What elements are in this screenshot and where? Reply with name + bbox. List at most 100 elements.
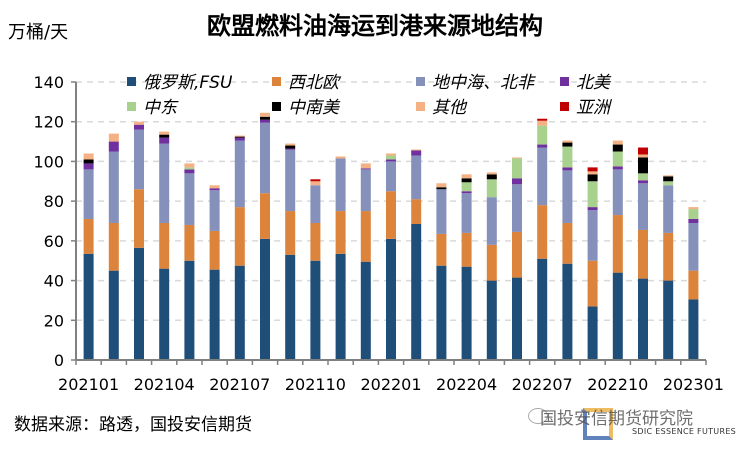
- bar-segment-202107: [234, 207, 245, 266]
- bar-segment-202109: [285, 254, 296, 360]
- bar-segment-202207: [537, 125, 548, 145]
- y-tick-label: 80: [44, 192, 64, 211]
- bar-segment-202301: [688, 207, 699, 210]
- bar-segment-202103: [134, 121, 144, 125]
- bar-segment-202112: [360, 169, 371, 212]
- bar-segment-202207: [537, 144, 548, 148]
- bar-segment-202104: [159, 222, 170, 269]
- x-tick-label: 202207: [512, 375, 573, 394]
- bar-segment-202107: [234, 136, 245, 138]
- bar-segment-202208: [562, 167, 573, 171]
- bar-segment-202101: [83, 219, 94, 254]
- legend-swatch: [416, 77, 425, 86]
- bar-segment-202204: [461, 266, 472, 360]
- bar-segment-202201: [386, 238, 396, 360]
- bar-segment-202202: [411, 223, 422, 360]
- bar-segment-202209: [587, 210, 598, 261]
- bar-segment-202107: [234, 135, 245, 137]
- bar-segment-202101: [83, 159, 94, 164]
- bar-segment-202205: [486, 197, 497, 245]
- watermark-subtext: SDIC ESSENCE FUTURES: [632, 427, 737, 436]
- bar-segment-202105: [184, 163, 195, 168]
- bar-segment-202109: [285, 211, 296, 255]
- bar-segment-202301: [688, 222, 699, 271]
- chart-title: 欧盟燃料油海运到港来源地结构: [207, 11, 543, 40]
- bar-segment-202211: [638, 180, 648, 184]
- bar-segment-202102: [108, 270, 119, 360]
- bar-segment-202104: [159, 131, 170, 135]
- bar-segment-202112: [360, 261, 371, 360]
- bar-segment-202210: [612, 140, 623, 145]
- bar-segment-202111: [335, 158, 346, 212]
- bar-segment-202204: [461, 191, 472, 194]
- bar-segment-202107: [234, 137, 245, 141]
- bar-segment-202101: [83, 169, 94, 220]
- bar-segment-202208: [562, 146, 573, 168]
- bar-segment-202112: [360, 168, 371, 170]
- bar-segment-202108: [260, 112, 270, 117]
- bar-segment-202203: [436, 189, 447, 234]
- bar-segment-202103: [134, 247, 144, 360]
- bar-segment-202212: [663, 185, 674, 233]
- bar-segment-202301: [688, 299, 699, 360]
- bar-segment-202111: [335, 156, 346, 159]
- bar-segment-202210: [612, 215, 623, 273]
- bar-segment-202209: [587, 260, 598, 307]
- bar-segment-202207: [537, 120, 548, 126]
- legend-label: 其他: [432, 98, 468, 118]
- bar-segment-202211: [638, 278, 648, 360]
- bar-segment-202208: [562, 263, 573, 360]
- bar-segment-202201: [386, 153, 396, 156]
- bar-segment-202112: [360, 211, 371, 262]
- bar-segment-202202: [411, 150, 422, 156]
- bar-segment-202202: [411, 149, 422, 151]
- bar-segment-202204: [461, 232, 472, 267]
- bar-segment-202104: [159, 143, 170, 223]
- y-tick-label: 140: [33, 73, 64, 92]
- x-tick-label: 202301: [663, 375, 724, 394]
- bar-segment-202206: [512, 277, 522, 360]
- bar-segment-202201: [386, 161, 396, 192]
- legend-swatch: [416, 102, 425, 111]
- bar-segment-202301: [688, 209, 699, 220]
- bar-segment-202105: [184, 224, 195, 261]
- legend-label: 俄罗斯,FSU: [143, 73, 233, 93]
- y-axis-unit: 万桶/天: [8, 22, 69, 43]
- x-tick-label: 202201: [360, 375, 421, 394]
- bar-segment-202208: [562, 140, 573, 143]
- bar-segment-202107: [234, 140, 245, 208]
- bar-segment-202103: [134, 129, 144, 190]
- bar-segment-202112: [360, 163, 371, 169]
- bar-segment-202211: [638, 229, 648, 279]
- legend-swatch: [272, 102, 281, 111]
- bar-segment-202106: [209, 188, 220, 191]
- bar-segment-202205: [486, 172, 497, 175]
- bar-segment-202201: [386, 159, 396, 162]
- bar-segment-202103: [134, 124, 144, 130]
- legend-label: 西北欧: [288, 73, 342, 93]
- legend-label: 亚洲: [576, 98, 613, 118]
- x-tick-label: 202101: [58, 375, 119, 394]
- bar-segment-202102: [108, 133, 119, 142]
- legend-label: 地中海、北非: [432, 73, 536, 93]
- bar-segment-202105: [184, 173, 195, 225]
- legend-swatch: [127, 102, 136, 111]
- bar-segment-202209: [587, 167, 598, 172]
- bar-segment-202204: [461, 178, 472, 183]
- bar-segment-202210: [612, 151, 623, 167]
- bar-segment-202207: [537, 258, 548, 360]
- bar-segment-202207: [537, 205, 548, 259]
- bar-segment-202108: [260, 122, 270, 194]
- bar-segment-202111: [335, 211, 346, 254]
- bar-segment-202210: [612, 166, 623, 170]
- legend-label: 中南美: [288, 98, 341, 118]
- bar-segment-202211: [638, 147, 648, 155]
- bar-segment-202205: [486, 244, 497, 281]
- bar-segment-202106: [209, 190, 220, 231]
- bar-segment-202110: [310, 222, 321, 261]
- bar-segment-202201: [386, 191, 396, 239]
- bar-segment-202207: [537, 147, 548, 206]
- bar-segment-202202: [411, 155, 422, 200]
- bar-segment-202201: [386, 155, 396, 160]
- bar-segment-202211: [638, 157, 648, 174]
